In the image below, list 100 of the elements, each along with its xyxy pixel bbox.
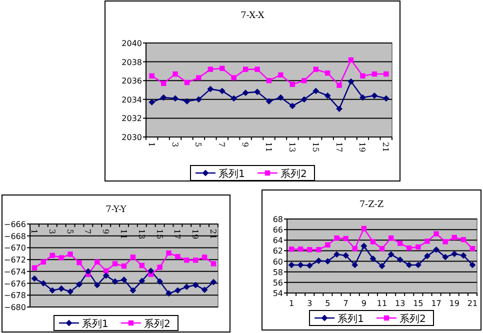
y-tick-label: 68: [272, 215, 283, 224]
point: [138, 278, 146, 284]
point: [288, 262, 295, 268]
point: [166, 290, 172, 297]
x-tick-label: 9: [240, 142, 250, 148]
point: [406, 262, 412, 268]
point: [361, 226, 367, 232]
x-tick-label: 13: [395, 299, 406, 308]
x-tick-label: 13: [287, 142, 296, 152]
legend-label: 系列1: [218, 168, 245, 180]
point: [360, 73, 366, 78]
y-tick-label: −674: [4, 267, 26, 276]
point: [442, 239, 448, 244]
point: [210, 278, 217, 286]
point: [289, 102, 296, 110]
point: [130, 287, 136, 294]
y-tick-label: 2032: [122, 114, 142, 124]
point: [201, 286, 208, 294]
point: [397, 240, 403, 246]
point: [313, 66, 318, 72]
x-tick-label: 3: [170, 142, 180, 148]
point: [172, 71, 178, 77]
x-tick-label: 1: [146, 142, 156, 148]
point: [324, 258, 331, 264]
point: [94, 259, 100, 265]
point: [336, 82, 342, 88]
x-tick-label: 5: [325, 299, 330, 308]
x-tick-label: 21: [467, 299, 478, 308]
point: [414, 262, 422, 268]
point: [370, 255, 376, 262]
y-tick-label: −670: [4, 244, 26, 253]
point: [76, 260, 82, 266]
point: [388, 235, 394, 241]
y-tick-label: 58: [272, 268, 283, 277]
y-tick-label: −680: [4, 303, 26, 312]
y-tick-label: 2040: [122, 39, 142, 48]
y-tick-label: 60: [272, 257, 283, 266]
point: [94, 282, 100, 288]
point: [316, 247, 322, 252]
point: [302, 78, 307, 84]
point: [334, 251, 340, 258]
point: [452, 234, 457, 240]
point: [58, 255, 64, 260]
x-tick-label: 3: [47, 229, 56, 234]
point: [360, 242, 368, 250]
y-tick-label: −676: [4, 279, 26, 288]
x-tick-label: 1: [29, 229, 38, 234]
x-tick-label: 13: [136, 229, 146, 240]
point: [196, 96, 202, 103]
x-tick-label: 11: [376, 299, 388, 308]
point: [68, 252, 73, 257]
x-tick-label: 9: [361, 299, 366, 308]
y-tick-label: −668: [4, 232, 26, 241]
point: [433, 246, 440, 253]
x-tick-label: 5: [194, 142, 203, 148]
point: [266, 78, 272, 84]
x-tick-label: 21: [381, 142, 390, 152]
point: [378, 262, 386, 270]
x-tick-label: 17: [431, 299, 442, 308]
point: [469, 262, 476, 268]
x-tick-label: 9: [101, 229, 110, 234]
point: [112, 261, 118, 266]
point: [352, 262, 358, 268]
point: [196, 75, 202, 80]
y-tick-label: −666: [4, 220, 26, 229]
point: [315, 258, 322, 264]
point: [218, 88, 226, 94]
legend-label: 系列2: [280, 168, 307, 180]
point: [336, 106, 342, 112]
y-tick-label: 56: [272, 278, 283, 288]
point: [84, 268, 92, 275]
y-tick-label: −672: [4, 256, 26, 265]
point: [175, 254, 180, 260]
y-tick-label: 2030: [122, 133, 142, 142]
point: [242, 66, 248, 72]
point: [207, 86, 214, 92]
y-tick-label: 54: [272, 289, 283, 298]
point: [50, 252, 55, 258]
point: [254, 88, 260, 96]
point: [307, 247, 312, 252]
x-tick-label: 7: [83, 229, 92, 234]
point: [334, 235, 340, 241]
point: [58, 285, 65, 292]
x-tick-label: 1: [288, 299, 294, 308]
point: [112, 278, 118, 285]
point: [220, 66, 225, 71]
point: [192, 282, 199, 288]
point: [442, 254, 449, 260]
point: [424, 238, 430, 244]
point: [67, 288, 74, 295]
x-tick-label: 15: [413, 299, 424, 308]
point: [160, 94, 167, 101]
point: [372, 71, 378, 77]
point: [470, 246, 476, 252]
x-tick-label: 11: [264, 142, 273, 152]
legend-label: 系列1: [338, 313, 364, 325]
y-tick-label: 66: [272, 226, 283, 235]
point: [184, 258, 190, 263]
point: [208, 66, 214, 72]
point: [148, 268, 154, 274]
